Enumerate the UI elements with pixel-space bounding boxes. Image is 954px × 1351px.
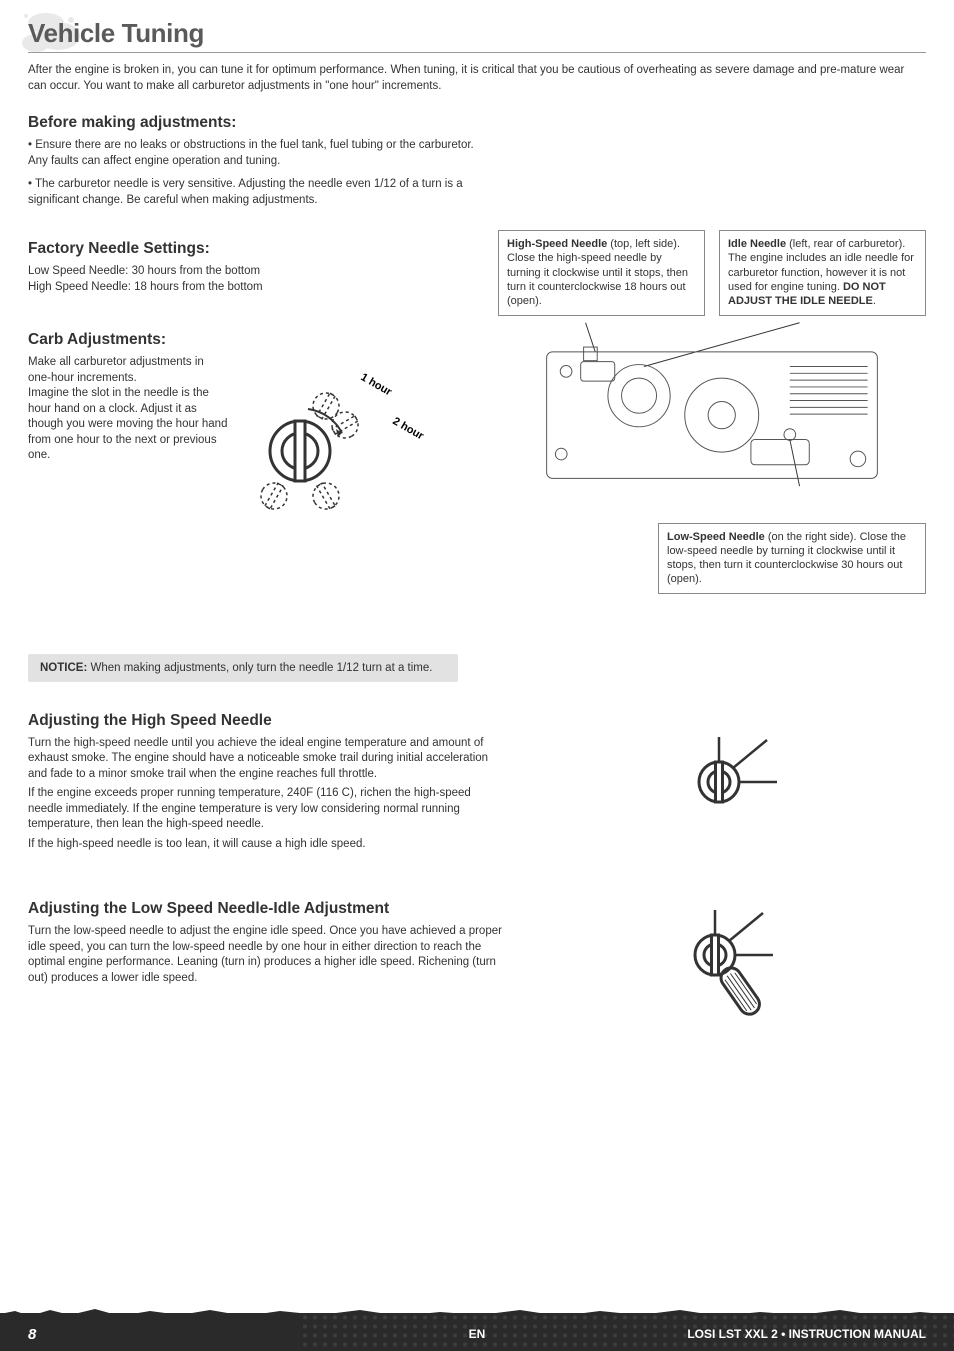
callout-low-speed: Low-Speed Needle (on the right side). Cl… xyxy=(658,523,926,594)
hs-left: Adjusting the High Speed Needle Turn the… xyxy=(28,712,508,857)
hs-needle-diagram xyxy=(677,712,807,822)
factory-line1: Low Speed Needle: 30 hours from the bott… xyxy=(28,264,498,280)
before-heading: Before making adjustments: xyxy=(28,114,926,132)
idle-text2: . xyxy=(873,295,876,307)
intro-text: After the engine is broken in, you can t… xyxy=(28,63,926,94)
page-title: Vehicle Tuning xyxy=(28,18,926,49)
before-list: • Ensure there are no leaks or obstructi… xyxy=(28,138,488,208)
hs-p2: If the engine exceeds proper running tem… xyxy=(28,786,508,833)
factory-heading: Factory Needle Settings: xyxy=(28,240,498,258)
footer-lang: EN xyxy=(0,1327,954,1341)
notice-text: When making adjustments, only turn the n… xyxy=(87,662,432,674)
ls-heading: Adjusting the Low Speed Needle-Idle Adju… xyxy=(28,900,508,918)
carb-text-col: Carb Adjustments: Make all carburetor ad… xyxy=(28,331,228,464)
label-2hour: 2 hour xyxy=(391,415,427,443)
right-column: High-Speed Needle (top, left side). Clos… xyxy=(498,230,926,594)
hs-body: Turn the high-speed needle until you ach… xyxy=(28,736,508,853)
factory-text: Low Speed Needle: 30 hours from the bott… xyxy=(28,264,498,295)
page-content: Vehicle Tuning After the engine is broke… xyxy=(0,0,954,1040)
hs-bold: High-Speed Needle xyxy=(507,238,607,250)
clock-diagram: 1 hour 2 hour xyxy=(240,331,470,551)
notice-box: NOTICE: When making adjustments, only tu… xyxy=(28,654,458,682)
before-item-2: • The carburetor needle is very sensitiv… xyxy=(28,177,488,208)
carb-row: Carb Adjustments: Make all carburetor ad… xyxy=(28,331,498,551)
ls-left: Adjusting the Low Speed Needle-Idle Adju… xyxy=(28,900,508,1040)
left-column: Factory Needle Settings: Low Speed Needl… xyxy=(28,230,498,594)
footer-content: 8 EN LOSI LST XXL 2 • INSTRUCTION MANUAL xyxy=(0,1317,954,1351)
callout-high-speed: High-Speed Needle (top, left side). Clos… xyxy=(498,230,705,315)
label-1hour: 1 hour xyxy=(359,371,395,399)
ls-body: Turn the low-speed needle to adjust the … xyxy=(28,924,508,986)
ls-needle-diagram xyxy=(657,900,827,1040)
title-section: Vehicle Tuning xyxy=(28,18,926,53)
callout-top-row: High-Speed Needle (top, left side). Clos… xyxy=(498,230,926,315)
carb-text: Make all carburetor adjustments in one-h… xyxy=(28,355,228,464)
ls-right xyxy=(558,900,926,1040)
factory-line2: High Speed Needle: 18 hours from the bot… xyxy=(28,280,498,296)
title-divider xyxy=(28,52,926,53)
ls-p1: Turn the low-speed needle to adjust the … xyxy=(28,924,508,986)
mid-row: Factory Needle Settings: Low Speed Needl… xyxy=(28,230,926,594)
notice-label: NOTICE: xyxy=(40,662,87,674)
hs-right xyxy=(558,712,926,857)
factory-block: Factory Needle Settings: Low Speed Needl… xyxy=(28,240,498,295)
before-item-1: • Ensure there are no leaks or obstructi… xyxy=(28,138,488,169)
callout-idle: Idle Needle (left, rear of carburetor). … xyxy=(719,230,926,315)
hs-heading: Adjusting the High Speed Needle xyxy=(28,712,508,730)
idle-bold: Idle Needle xyxy=(728,238,786,250)
carb-heading: Carb Adjustments: xyxy=(28,331,228,349)
low-speed-section: Adjusting the Low Speed Needle-Idle Adju… xyxy=(28,900,926,1040)
engine-diagram xyxy=(498,320,926,520)
high-speed-section: Adjusting the High Speed Needle Turn the… xyxy=(28,712,926,857)
hs-p1: Turn the high-speed needle until you ach… xyxy=(28,736,508,783)
hs-p3: If the high-speed needle is too lean, it… xyxy=(28,837,508,853)
ls-bold: Low-Speed Needle xyxy=(667,531,765,543)
